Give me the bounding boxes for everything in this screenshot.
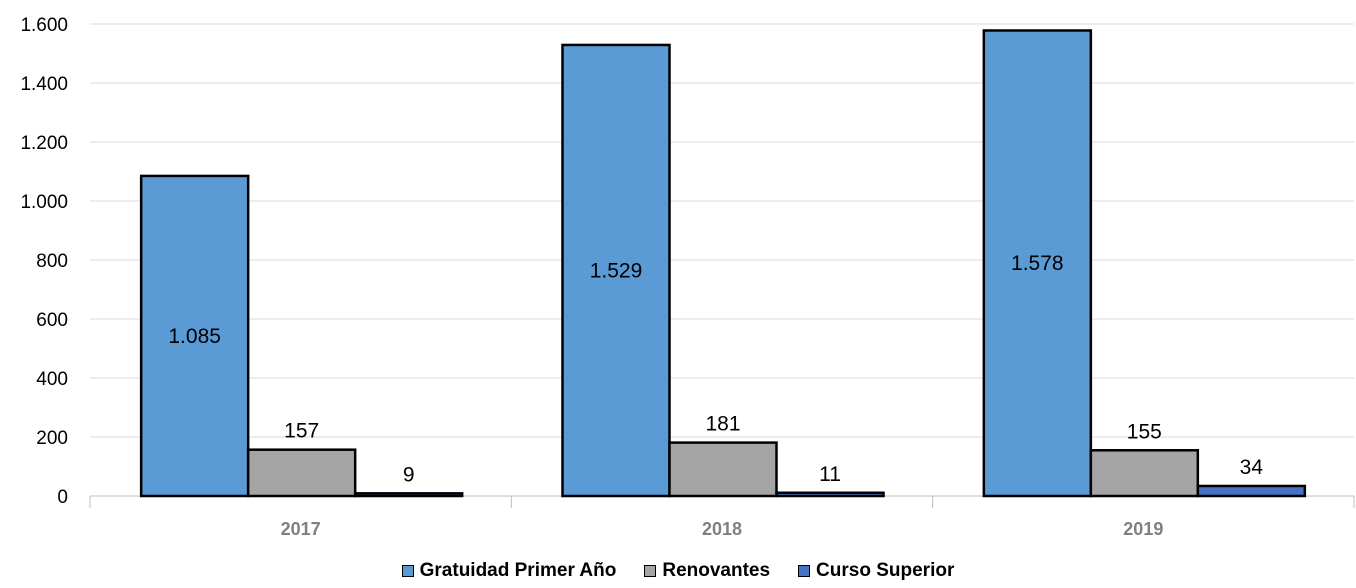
data-label-renovantes-2018: 181 [705,413,740,436]
legend-label-curso-superior: Curso Superior [816,560,955,581]
y-tick-label: 0 [57,487,68,508]
data-label-gratuidad-primer-ano-2017: 1.085 [168,325,221,348]
y-tick-label: 1.000 [20,192,68,213]
legend-label-gratuidad: Gratuidad Primer Año [419,560,617,581]
data-label-curso-superior-2018: 11 [819,463,841,486]
x-tick-label-2019: 2019 [1123,519,1163,539]
bar-renovantes-2019 [1089,449,1200,498]
y-tick-label: 400 [36,369,68,390]
chart-legend: Gratuidad Primer Año Renovantes Curso Su… [0,556,1356,586]
data-label-gratuidad-primer-ano-2018: 1.529 [590,259,643,282]
bar-curso-superior-2017 [353,492,464,498]
bar-renovantes-2018 [668,441,778,498]
y-tick-label: 200 [36,428,68,449]
bar-renovantes-2017 [246,448,357,498]
legend-label-renovantes: Renovantes [662,560,771,581]
bar-curso-superior-2019 [1196,484,1307,498]
x-tick-label-2017: 2017 [281,519,321,539]
bar-curso-superior-2018 [775,491,885,498]
bar-gratuidad-primer-ano-2019 [982,29,1093,498]
legend-item-curso-superior: Curso Superior [798,560,954,582]
y-tick-label: 600 [36,310,68,331]
x-tick-label-2018: 2018 [702,519,742,539]
y-tick-label: 1.400 [20,74,68,95]
legend-item-gratuidad: Gratuidad Primer Año [401,560,617,582]
data-label-renovantes-2017: 157 [284,420,319,443]
legend-swatch-renovantes [644,565,657,577]
bar-gratuidad-primer-ano-2018 [561,43,671,498]
data-label-curso-superior-2019: 34 [1240,456,1264,479]
legend-item-renovantes: Renovantes [644,560,770,582]
chart-canvas: 0 200 400 600 800 1.000 1.200 1.400 1.600 1.085 15… [20,15,1355,539]
legend-swatch-gratuidad [401,565,414,577]
bar-gratuidad-primer-ano-2017 [139,174,250,498]
y-tick-label: 1.200 [20,133,68,154]
data-label-renovantes-2019: 155 [1127,420,1162,443]
data-label-curso-superior-2017: 9 [403,463,415,486]
data-label-gratuidad-primer-ano-2019: 1.578 [1011,252,1064,275]
legend-swatch-curso-superior [798,565,811,577]
y-tick-label: 800 [36,251,68,272]
y-tick-label: 1.600 [20,15,68,36]
